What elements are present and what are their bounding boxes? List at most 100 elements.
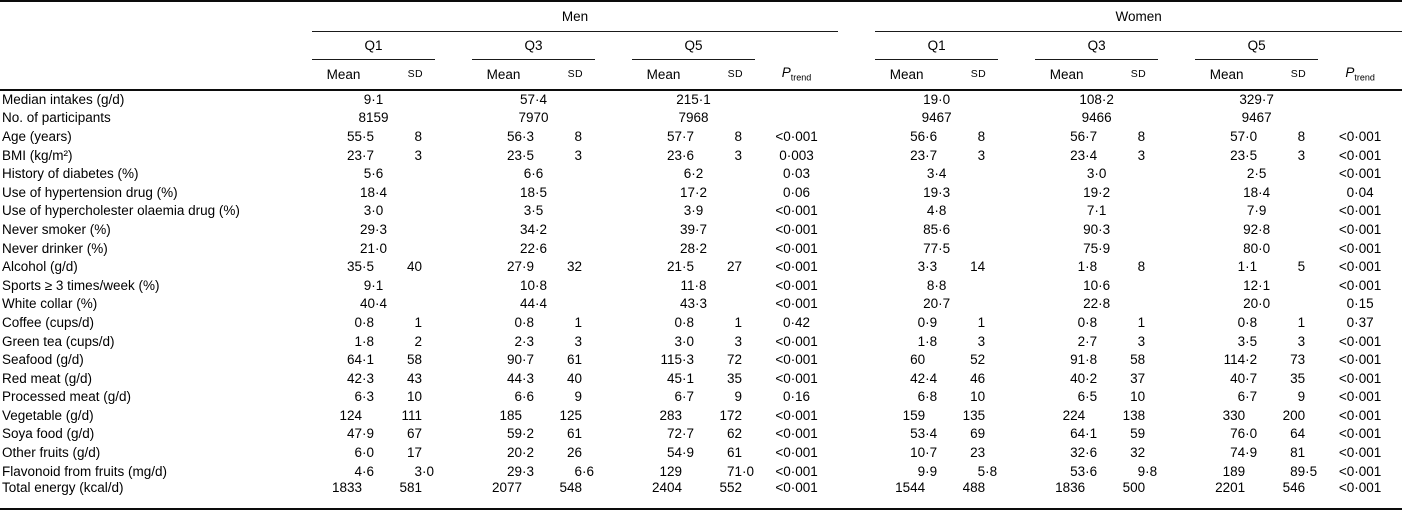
- cell-single-value: 12·1: [1243, 277, 1271, 293]
- cell-single-value: 2·5: [1246, 166, 1267, 182]
- cell-sd: 1: [375, 313, 435, 332]
- numeric-value: 74·9: [1195, 445, 1258, 460]
- integer-part: 2404: [651, 480, 682, 496]
- column-gap: [435, 109, 472, 128]
- numeric-value: 3·0: [375, 464, 435, 479]
- cell-sd: 3: [1098, 332, 1158, 351]
- numeric-value: 53·4: [875, 426, 938, 441]
- cell-sd: 40: [375, 257, 435, 276]
- numeric-value: 54·9: [632, 445, 695, 460]
- gender-gap: [838, 127, 875, 146]
- numeric-value: 32·6: [1035, 445, 1098, 460]
- integer-part: 1: [917, 333, 926, 349]
- cell-mean: 9·9: [875, 462, 938, 481]
- cell-sd: 67: [375, 425, 435, 444]
- cell-sd: 37: [1098, 369, 1158, 388]
- fraction-part: ·0: [422, 463, 435, 479]
- numeric-value: 125: [535, 408, 595, 423]
- cell-sd: 5: [1258, 257, 1318, 276]
- numeric-value: 172: [695, 408, 755, 423]
- fraction-part: ·7: [925, 445, 938, 461]
- women-group-header: Women: [875, 1, 1402, 32]
- integer-part: 44: [506, 370, 522, 386]
- column-gap: [1158, 109, 1195, 128]
- cell-sd: 32: [535, 257, 595, 276]
- table-row: Never drinker (%) 21·0 22·6 28·2 <0·001 77·5 7…: [0, 239, 1402, 258]
- cell-sd: 172: [695, 406, 755, 425]
- numeric-value: 3: [1258, 148, 1318, 163]
- cell-p-trend: <0·001: [775, 426, 818, 442]
- numeric-value: 37: [1098, 371, 1158, 386]
- cell-sd: 200: [1258, 406, 1318, 425]
- cell-sd: 1: [938, 313, 998, 332]
- cell-p-trend: 0·37: [1346, 314, 1374, 330]
- cell-sd: 46: [938, 369, 998, 388]
- cell-p-trend: <0·001: [775, 463, 818, 479]
- cell-single-value: 21·0: [359, 240, 388, 256]
- fraction-part: ·0: [1245, 426, 1258, 442]
- cell-sd: 10: [375, 388, 435, 407]
- integer-part: 1: [1137, 314, 1146, 330]
- integer-part: 53: [910, 426, 926, 442]
- integer-part: 40: [566, 370, 582, 386]
- numeric-value: 8: [695, 129, 755, 144]
- cell-sd: 59: [1098, 425, 1158, 444]
- integer-part: 8: [1137, 259, 1146, 275]
- cell-p-trend: <0·001: [1338, 147, 1382, 163]
- integer-part: 23: [666, 147, 682, 163]
- cell-single-value: 3·5: [523, 203, 544, 219]
- integer-part: 0: [674, 314, 682, 330]
- integer-part: 46: [970, 370, 986, 386]
- numeric-value: 40·7: [1195, 371, 1258, 386]
- integer-part: 20: [506, 445, 522, 461]
- cell-sd: 89·5: [1258, 462, 1318, 481]
- table-row: Seafood (g/d) 64·1 58 90·7 61 115·3 72 <0·001 60…: [0, 350, 1402, 369]
- column-gap: [998, 202, 1035, 221]
- cell-sd: 62: [695, 425, 755, 444]
- cell-mean: 90·7: [472, 350, 535, 369]
- integer-part: 3: [574, 147, 582, 163]
- numeric-value: 159: [875, 408, 938, 423]
- column-gap: [435, 462, 472, 481]
- numeric-value: 8: [1098, 259, 1158, 274]
- integer-part: 23: [506, 147, 522, 163]
- sd-header: SD: [535, 59, 595, 91]
- integer-part: 64: [1290, 426, 1306, 442]
- cell-sd: 3·0: [375, 462, 435, 481]
- integer-part: 26: [566, 445, 582, 461]
- numeric-value: 61: [535, 426, 595, 441]
- integer-part: 59: [506, 426, 522, 442]
- integer-part: 0: [1077, 314, 1086, 330]
- cell-mean: 6·3: [312, 388, 375, 407]
- cell-mean: 1·1: [1195, 257, 1258, 276]
- cell-p-trend: <0·001: [775, 296, 818, 312]
- cell-single-value: 9467: [1241, 110, 1272, 126]
- column-gap: [595, 90, 632, 109]
- fraction-part: ·7: [682, 389, 695, 405]
- integer-part: 10: [1130, 389, 1146, 405]
- integer-part: 0: [917, 314, 926, 330]
- numeric-value: 23·7: [312, 148, 375, 163]
- gender-gap: [838, 295, 875, 314]
- integer-part: 69: [970, 426, 986, 442]
- gender-gap: [838, 146, 875, 165]
- cell-p-trend: <0·001: [1338, 259, 1382, 275]
- row-label: Use of hypertension drug (%): [2, 184, 178, 200]
- numeric-value: 8: [938, 129, 998, 144]
- cell-single-value: 17·2: [679, 184, 708, 200]
- column-gap: [998, 109, 1035, 128]
- column-gap: [998, 443, 1035, 462]
- fraction-part: ·6: [582, 463, 595, 479]
- fraction-part: ·3: [522, 333, 535, 349]
- cell-sd: 52: [938, 350, 998, 369]
- table-row: History of diabetes (%) 5·6 6·6 6·2 0·03 3·4 3…: [0, 164, 1402, 183]
- row-label: No. of participants: [2, 110, 111, 126]
- cell-mean: 6·7: [632, 388, 695, 407]
- numeric-value: 1: [938, 315, 998, 330]
- column-gap: [595, 462, 632, 481]
- cell-single-value: 3·0: [1086, 166, 1107, 182]
- cell-sd: 3: [1258, 332, 1318, 351]
- column-gap: [998, 406, 1035, 425]
- cell-single-value: 92·8: [1243, 221, 1271, 237]
- table-row: Sports ≥ 3 times/week (%) 9·1 10·8 11·8 <0·0…: [0, 276, 1402, 295]
